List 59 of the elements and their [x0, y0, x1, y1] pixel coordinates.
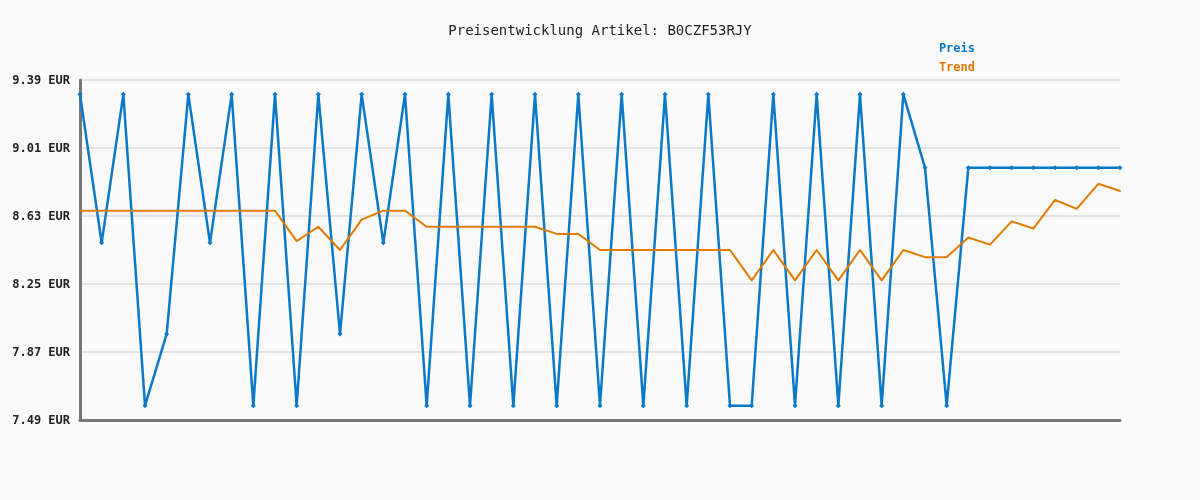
point: [1074, 165, 1080, 171]
point: [835, 403, 841, 409]
point: [684, 403, 690, 409]
point: [705, 91, 711, 97]
y-tick-label: 7.49 EUR: [12, 413, 71, 427]
point: [554, 403, 560, 409]
point: [315, 91, 321, 97]
point: [120, 91, 126, 97]
point: [1030, 165, 1036, 171]
y-tick-label: 7.87 EUR: [12, 345, 71, 359]
point: [1052, 165, 1058, 171]
point: [185, 91, 191, 97]
point: [662, 91, 668, 97]
point: [207, 240, 213, 246]
point: [99, 240, 105, 246]
point: [77, 91, 83, 97]
point: [597, 403, 603, 409]
line-series: [79, 182, 1121, 282]
point: [424, 403, 430, 409]
point: [1009, 165, 1015, 171]
point: [965, 165, 971, 171]
point: [142, 403, 148, 409]
point: [770, 91, 776, 97]
chart-title: Preisentwicklung Artikel: B0CZF53RJY: [448, 22, 753, 38]
point: [1117, 165, 1123, 171]
point: [164, 331, 170, 337]
point: [857, 91, 863, 97]
y-tick-label: 9.01 EUR: [12, 141, 71, 155]
point: [987, 165, 993, 171]
point: [294, 403, 300, 409]
point: [380, 240, 386, 246]
point: [489, 91, 495, 97]
point: [445, 91, 451, 97]
point: [749, 403, 755, 409]
point: [619, 91, 625, 97]
point: [575, 91, 581, 97]
point: [467, 403, 473, 409]
point: [814, 91, 820, 97]
point: [900, 91, 906, 97]
point: [532, 91, 538, 97]
point: [272, 91, 278, 97]
y-tick-label: 8.63 EUR: [12, 209, 71, 223]
point: [402, 91, 408, 97]
text: Trend: [938, 60, 975, 74]
text: Preis: [938, 41, 975, 55]
y-tick-label: 8.25 EUR: [12, 277, 71, 291]
point: [1095, 165, 1101, 171]
point: [510, 403, 516, 409]
point: [922, 165, 928, 171]
point: [727, 403, 733, 409]
point: [792, 403, 798, 409]
point: [250, 403, 256, 409]
point: [640, 403, 646, 409]
y-tick-label: 9.39 EUR: [12, 73, 71, 87]
point: [879, 403, 885, 409]
point: [944, 403, 950, 409]
point: [337, 331, 343, 337]
point: [359, 91, 365, 97]
point: [229, 91, 235, 97]
